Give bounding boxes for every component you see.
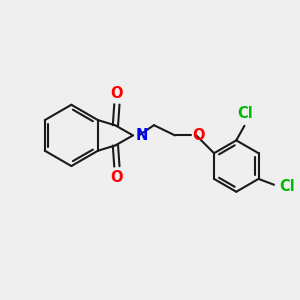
Text: O: O: [193, 128, 205, 143]
Text: O: O: [111, 170, 123, 185]
Text: N: N: [135, 128, 148, 143]
Text: Cl: Cl: [279, 179, 295, 194]
Text: Cl: Cl: [237, 106, 253, 121]
Text: O: O: [111, 86, 123, 101]
